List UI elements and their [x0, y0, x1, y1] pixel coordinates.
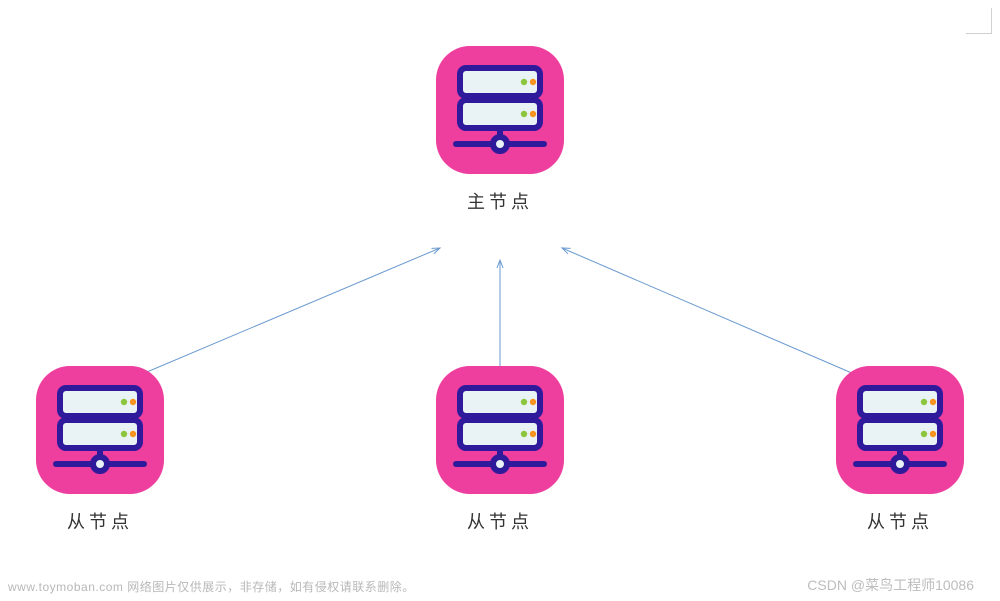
slave-node: 从节点: [436, 366, 564, 534]
slave-label: 从节点: [467, 508, 533, 534]
master-label: 主节点: [467, 188, 533, 214]
server-icon: [36, 366, 164, 494]
watermark-left: www.toymoban.com 网络图片仅供展示，非存储，如有侵权请联系删除。: [8, 578, 415, 595]
slave-label: 从节点: [67, 508, 133, 534]
slave-label: 从节点: [867, 508, 933, 534]
server-icon: [436, 46, 564, 174]
slave-node: 从节点: [836, 366, 964, 534]
diagram-canvas: 主节点 从节点 从节点: [0, 0, 1000, 601]
server-icon: [836, 366, 964, 494]
master-node: 主节点: [436, 46, 564, 214]
server-icon: [436, 366, 564, 494]
slave-node: 从节点: [36, 366, 164, 534]
corner-mark: [966, 8, 992, 34]
watermark-right: CSDN @菜鸟工程师10086: [807, 575, 974, 595]
